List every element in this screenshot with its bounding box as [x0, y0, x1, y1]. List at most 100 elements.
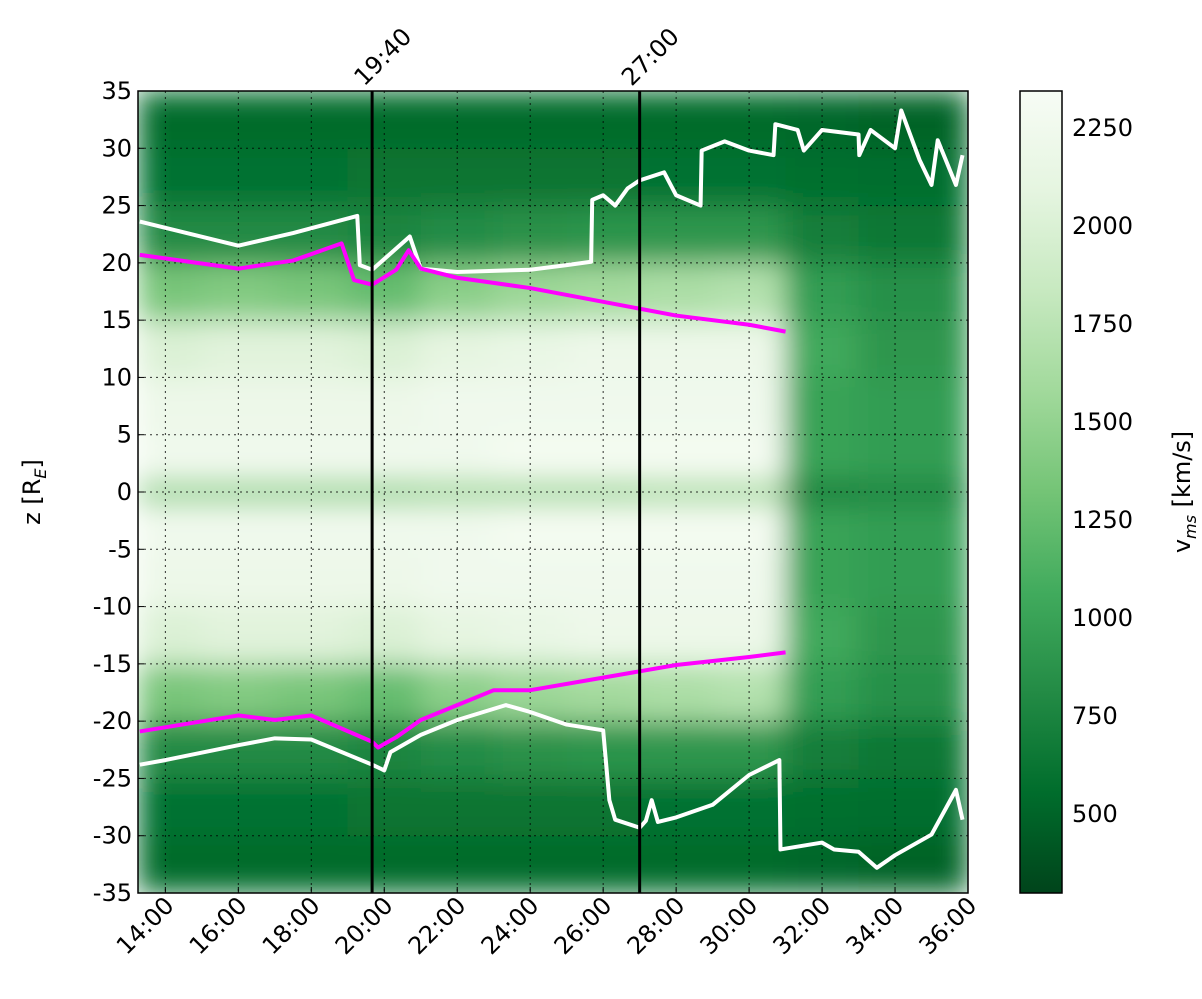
heat-cell: [858, 721, 968, 779]
y-label-sub: E: [31, 468, 50, 479]
heat-cell: [201, 480, 276, 504]
heat-cell: [347, 377, 422, 436]
colorbar-tick-label: 500: [1072, 800, 1118, 828]
heat-cell: [493, 377, 568, 436]
heat-cell: [858, 377, 968, 436]
y-tick-label: 5: [117, 421, 132, 449]
heat-cell: [138, 480, 203, 504]
heat-cell: [566, 606, 641, 665]
heat-cell: [138, 148, 203, 207]
x-tick-label: 28:00: [622, 891, 691, 960]
heat-cell: [138, 262, 203, 321]
heat-cell: [138, 606, 203, 665]
y-tick-label: 20: [101, 249, 132, 277]
lines: [139, 91, 965, 893]
heat-cell: [566, 480, 641, 504]
boundary-line: [139, 650, 786, 750]
y-axis-label: z [RE]: [18, 459, 50, 525]
heat-cell: [493, 148, 568, 207]
cb-label-main: v: [1168, 539, 1196, 553]
heat-cell: [138, 377, 203, 436]
heat-cell: [201, 377, 276, 436]
x-tick-label: 20:00: [330, 891, 399, 960]
heat-cell: [858, 262, 968, 321]
heat-cell: [858, 778, 968, 837]
heat-cell: [138, 320, 203, 378]
heat-cell: [420, 606, 495, 665]
heat-cell: [274, 606, 349, 665]
colorbar-tick-label: 1500: [1072, 408, 1133, 436]
x-tick-label: 34:00: [841, 891, 910, 960]
heat-cell: [420, 377, 495, 436]
x-tick-label: 24:00: [476, 891, 545, 960]
boundary-line: [139, 241, 786, 334]
x-tick-label: 22:00: [403, 891, 472, 960]
y-tick-label: -20: [93, 707, 132, 735]
heat-cell: [785, 148, 860, 207]
heat-cell: [639, 480, 714, 504]
heat-cell: [566, 377, 641, 436]
cb-label-tail: [km/s]: [1168, 431, 1196, 515]
top-tick-label: 19:40: [349, 23, 418, 92]
heat-cell: [858, 549, 968, 608]
colorbar-label: vms [km/s]: [1168, 431, 1200, 553]
x-tick-label: 32:00: [768, 891, 837, 960]
heat-cell: [858, 148, 968, 207]
heat-cell: [712, 480, 787, 504]
heat-cell: [493, 480, 568, 504]
y-tick-label: 30: [101, 134, 132, 162]
y-tick-label: 0: [117, 478, 132, 506]
colorbar-tick-label: 2000: [1072, 212, 1133, 240]
heat-cell: [274, 377, 349, 436]
x-tick-label: 30:00: [695, 891, 764, 960]
boundary-line: [139, 108, 965, 275]
heat-cell: [712, 148, 787, 207]
heat-cell: [138, 503, 203, 550]
heat-cell: [420, 148, 495, 207]
heat-cell: [858, 503, 968, 550]
plot-frame: [137, 90, 969, 894]
heat-cell: [201, 606, 276, 665]
heat-cell: [138, 91, 203, 149]
colorbar-tick-label: 1750: [1072, 310, 1133, 338]
y-label-tail: ]: [18, 459, 46, 468]
heat-cell: [274, 148, 349, 207]
top-tick-label: 27:00: [616, 23, 685, 92]
y-label-main: z [R: [18, 479, 46, 525]
heat-cell: [785, 377, 860, 436]
colorbar-tick-label: 750: [1072, 702, 1118, 730]
heat-cell: [785, 606, 860, 665]
heat-cell: [858, 663, 968, 722]
y-tick-label: -5: [108, 535, 132, 563]
y-tick-label: 35: [101, 77, 132, 105]
heat-cell: [858, 434, 968, 482]
heat-cell: [201, 148, 276, 207]
colorbar: [1019, 90, 1063, 894]
heat-cell: [138, 835, 203, 893]
y-tick-label: 25: [101, 192, 132, 220]
x-tick-label: 18:00: [257, 891, 326, 960]
heat-cell: [858, 205, 968, 264]
y-tick-label: -35: [93, 879, 132, 907]
heat-cell: [858, 606, 968, 665]
heat-cell: [639, 377, 714, 436]
colorbar-tick-label: 1250: [1072, 506, 1133, 534]
y-tick-label: 15: [101, 306, 132, 334]
cb-label-sub: ms: [1181, 515, 1200, 539]
heat-cell: [347, 148, 422, 207]
y-tick-label: -30: [93, 822, 132, 850]
heat-cell: [493, 606, 568, 665]
x-tick-label: 16:00: [184, 891, 253, 960]
colorbar-tick-label: 2250: [1072, 114, 1133, 142]
y-tick-label: -10: [93, 593, 132, 621]
y-tick-label: -25: [93, 764, 132, 792]
y-tick-label: 10: [101, 363, 132, 391]
heat-cell: [138, 549, 203, 608]
y-tick-label: -15: [93, 650, 132, 678]
x-tick-label: 36:00: [914, 891, 983, 960]
heat-cell: [274, 480, 349, 504]
heat-cell: [639, 606, 714, 665]
heat-cell: [138, 663, 203, 722]
colorbar-tick-label: 1000: [1072, 604, 1133, 632]
